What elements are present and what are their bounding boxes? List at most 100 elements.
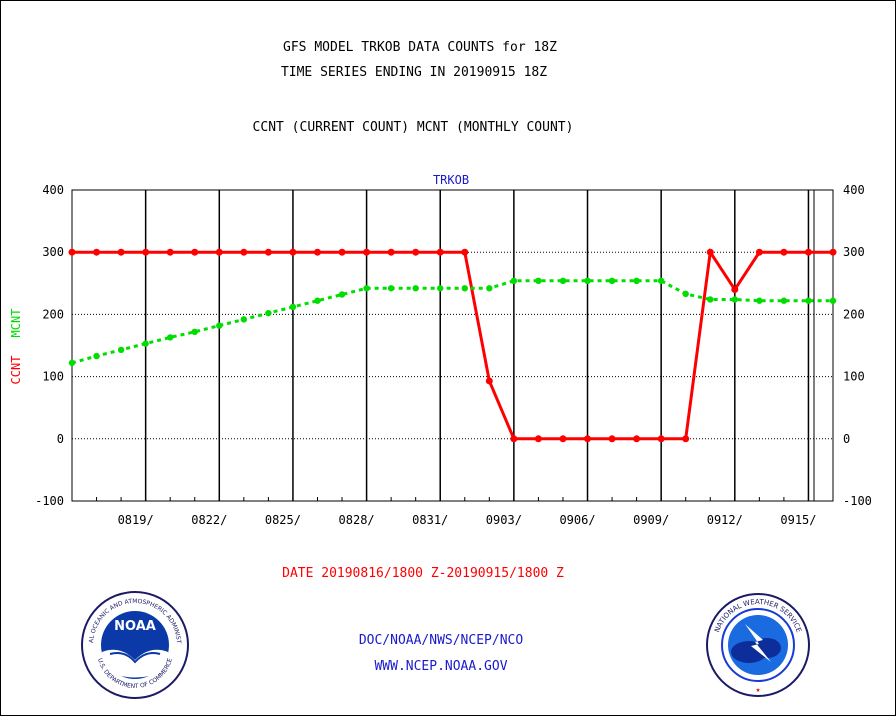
series-line-mcnt	[71, 279, 833, 365]
data-point-mcnt	[93, 352, 100, 360]
ytick-label-left: 100	[42, 370, 64, 384]
data-point-ccnt	[338, 248, 346, 256]
ytick-label-right: 0	[843, 432, 850, 446]
chart-subtitle: CCNT (CURRENT COUNT) MCNT (MONTHLY COUNT…	[252, 120, 574, 135]
ytick-label-left: 200	[42, 307, 64, 321]
plot-title: TRKOB	[433, 173, 469, 187]
data-point-mcnt	[559, 277, 567, 285]
data-point-ccnt	[166, 248, 174, 256]
data-point-mcnt	[756, 297, 763, 304]
ytick-label-left: 300	[42, 245, 64, 259]
data-point-ccnt	[829, 248, 837, 256]
data-point-mcnt	[486, 285, 493, 292]
ylabel-mcnt: MCNT	[9, 309, 23, 338]
data-point-ccnt	[804, 248, 812, 256]
data-point-mcnt	[584, 277, 591, 285]
data-point-ccnt	[117, 248, 125, 256]
xtick-label: 0909/	[633, 513, 669, 527]
data-point-ccnt	[142, 248, 150, 256]
plot-border	[71, 189, 834, 502]
data-point-mcnt	[707, 296, 714, 303]
ylabel-ccnt: CCNT	[9, 356, 23, 385]
data-point-mcnt	[240, 316, 248, 323]
nws-logo: NATIONAL WEATHER SERVICE ★	[706, 593, 810, 697]
xtick-label: 0903/	[486, 513, 522, 527]
data-point-ccnt	[633, 435, 641, 443]
data-point-ccnt	[436, 248, 444, 256]
data-point-mcnt	[363, 285, 370, 292]
data-point-ccnt	[68, 248, 76, 256]
data-point-ccnt	[215, 248, 223, 256]
data-point-mcnt	[437, 285, 444, 292]
data-point-ccnt	[240, 248, 248, 256]
chart-title-line2: TIME SERIES ENDING IN 20190915 18Z	[280, 65, 548, 80]
ytick-label-right: 100	[843, 370, 865, 384]
data-point-ccnt	[608, 435, 616, 443]
data-point-ccnt	[387, 248, 395, 256]
data-point-mcnt	[780, 297, 788, 304]
data-point-ccnt	[510, 435, 518, 443]
data-point-ccnt	[93, 248, 101, 256]
data-point-mcnt	[68, 359, 76, 367]
data-point-mcnt	[510, 277, 518, 285]
noaa-logo-text: NOAA	[114, 619, 156, 634]
data-point-ccnt	[461, 248, 469, 256]
ytick-label-right: -100	[843, 494, 872, 508]
data-point-ccnt	[657, 435, 665, 443]
ncep-url[interactable]: WWW.NCEP.NOAA.GOV	[374, 659, 508, 674]
data-point-ccnt	[780, 248, 788, 256]
date-range: DATE 20190816/1800 Z-20190915/1800 Z	[282, 566, 564, 581]
xtick-label: 0825/	[265, 513, 301, 527]
chart-title-line1: GFS MODEL TRKOB DATA COUNTS for 18Z	[283, 40, 557, 55]
ytick-label-right: 300	[843, 245, 865, 259]
data-point-mcnt	[657, 277, 665, 285]
xtick-label: 0912/	[707, 513, 743, 527]
data-point-ccnt	[289, 248, 297, 256]
xtick-label: 0828/	[339, 513, 375, 527]
org-line: DOC/NOAA/NWS/NCEP/NCO	[358, 633, 524, 648]
data-point-ccnt	[534, 435, 542, 443]
data-point-mcnt	[216, 322, 223, 329]
series-line-ccnt	[72, 248, 833, 441]
ytick-label-left: 0	[57, 432, 64, 446]
data-point-mcnt	[535, 277, 542, 285]
data-point-mcnt	[191, 328, 198, 336]
data-point-ccnt	[363, 248, 371, 256]
data-point-ccnt	[559, 435, 567, 443]
ytick-label-right: 400	[843, 183, 865, 197]
data-point-mcnt	[633, 277, 640, 285]
data-point-mcnt	[412, 285, 419, 292]
data-point-mcnt	[387, 285, 395, 292]
xtick-label: 0915/	[780, 513, 816, 527]
xtick-label: 0822/	[191, 513, 227, 527]
data-point-ccnt	[731, 286, 739, 294]
ytick-label-left: -100	[35, 494, 64, 508]
data-point-mcnt	[461, 285, 468, 292]
data-point-mcnt	[829, 297, 837, 304]
xtick-label: 0819/	[118, 513, 154, 527]
data-point-mcnt	[265, 309, 272, 317]
data-point-ccnt	[755, 248, 763, 256]
data-point-mcnt	[805, 297, 812, 304]
data-point-ccnt	[412, 248, 420, 256]
noaa-logo: NOAA NATIONAL OCEANIC AND ATMOSPHERIC AD…	[80, 590, 189, 699]
xtick-label: 0906/	[559, 513, 595, 527]
ytick-label-left: 400	[42, 183, 64, 197]
data-point-ccnt	[706, 248, 714, 256]
data-point-mcnt	[608, 277, 616, 285]
data-point-mcnt	[289, 303, 297, 311]
data-point-mcnt	[338, 291, 346, 298]
data-point-ccnt	[584, 435, 592, 443]
data-point-mcnt	[682, 290, 689, 298]
data-point-mcnt	[314, 297, 321, 304]
xtick-label: 0831/	[412, 513, 448, 527]
ytick-label-right: 200	[843, 307, 865, 321]
data-point-mcnt	[731, 296, 739, 303]
data-point-mcnt	[142, 340, 149, 347]
data-point-ccnt	[313, 248, 321, 256]
nws-star-icon: ★	[756, 685, 761, 694]
data-point-mcnt	[117, 346, 125, 354]
data-point-ccnt	[682, 435, 690, 443]
data-point-ccnt	[264, 248, 272, 256]
